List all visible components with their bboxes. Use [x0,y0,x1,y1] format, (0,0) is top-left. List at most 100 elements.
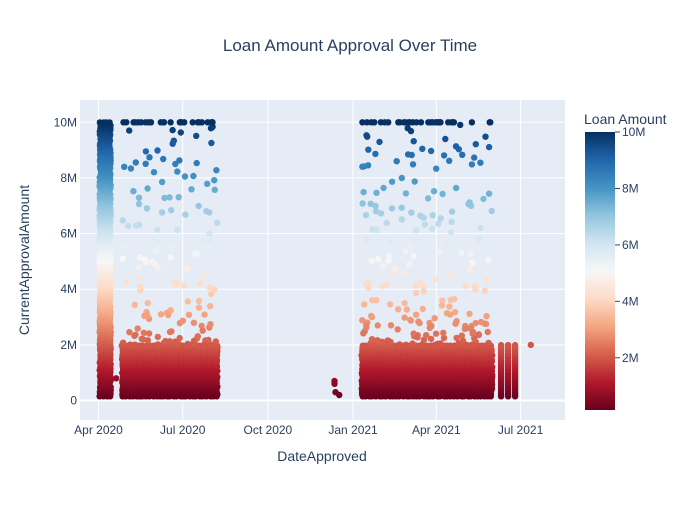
data-point [407,317,415,324]
data-point [197,280,204,287]
data-point [431,315,438,322]
data-point [468,119,476,126]
data-point [190,339,197,347]
data-point [447,273,455,280]
data-point [142,148,150,155]
data-point [145,330,153,337]
data-point [462,282,469,290]
data-point [372,208,380,215]
data-point [429,119,436,126]
data-point [119,255,126,262]
data-point [395,119,402,126]
data-point [130,188,137,195]
data-point [483,313,490,320]
data-point [135,200,143,208]
data-point [457,121,464,129]
data-point [423,332,430,339]
data-point [427,335,435,343]
data-point [359,119,366,126]
data-point [440,334,448,342]
data-point [193,132,200,140]
data-point [387,322,395,329]
data-point [414,238,421,246]
y-tick-label: 0 [70,394,77,408]
data-point [485,190,493,197]
data-point [195,297,203,305]
y-tick-label: 8M [60,171,77,185]
chart-title: Loan Amount Approval Over Time [223,36,477,55]
data-point [212,241,219,248]
data-point [428,225,436,232]
data-point [195,304,203,311]
data-point [360,163,368,170]
x-tick-label: Jan 2021 [328,423,378,437]
x-tick-label: Apr 2020 [74,423,123,437]
data-point [395,306,402,313]
y-axis-label: CurrentApprovalAmount [16,185,32,335]
data-point [401,314,408,321]
data-point [142,119,149,126]
data-point [504,341,512,349]
data-point [365,284,372,292]
data-point [126,127,133,134]
data-point [209,119,216,126]
data-point [212,338,219,345]
colorbar-tick-label: 6M [622,238,639,252]
data-point [393,158,400,165]
data-point [168,207,175,214]
data-point [472,319,479,327]
data-point [121,163,128,170]
data-point [126,329,133,336]
data-point [398,174,405,182]
data-point [189,119,196,126]
colorbar [585,132,615,410]
data-point [439,190,446,198]
x-axis-label: DateApproved [277,448,367,464]
data-point [468,161,476,168]
data-point [412,289,420,297]
data-point [419,305,426,313]
data-point [122,278,130,286]
data-point [428,323,435,330]
data-point [158,209,166,216]
data-point [463,341,470,348]
data-point [416,319,423,327]
colorbar-ticks: 2M 4M 6M 8M 10M [615,125,645,365]
data-point [376,138,383,146]
data-point [447,296,454,303]
data-point [207,125,215,132]
data-point [199,327,206,334]
x-tick-label: Jul 2021 [498,423,544,437]
x-tick-label: Jul 2020 [160,423,206,437]
data-point [369,226,376,233]
data-point [403,306,411,313]
data-point [469,259,476,266]
data-point [468,341,475,349]
colorbar-title: Loan Amount [584,111,667,127]
data-point [208,139,215,147]
data-point [155,243,162,251]
data-point [142,259,150,266]
data-point [363,132,370,139]
data-point [359,200,366,207]
data-point [167,243,175,251]
data-point [160,155,167,163]
data-point [177,129,184,136]
data-point [207,321,214,328]
data-point [475,331,483,339]
data-point [147,119,155,126]
colorbar-tick-label: 4M [622,294,639,308]
data-point [162,337,169,345]
data-point [144,299,151,307]
data-point [361,301,368,308]
data-point [420,288,427,295]
data-point [368,257,375,265]
data-point [213,167,220,174]
data-point [131,332,138,339]
data-point [144,185,151,192]
data-point [483,277,491,284]
data-point [142,160,149,167]
data-point [448,218,455,226]
data-point [194,250,201,258]
data-point [136,254,144,261]
